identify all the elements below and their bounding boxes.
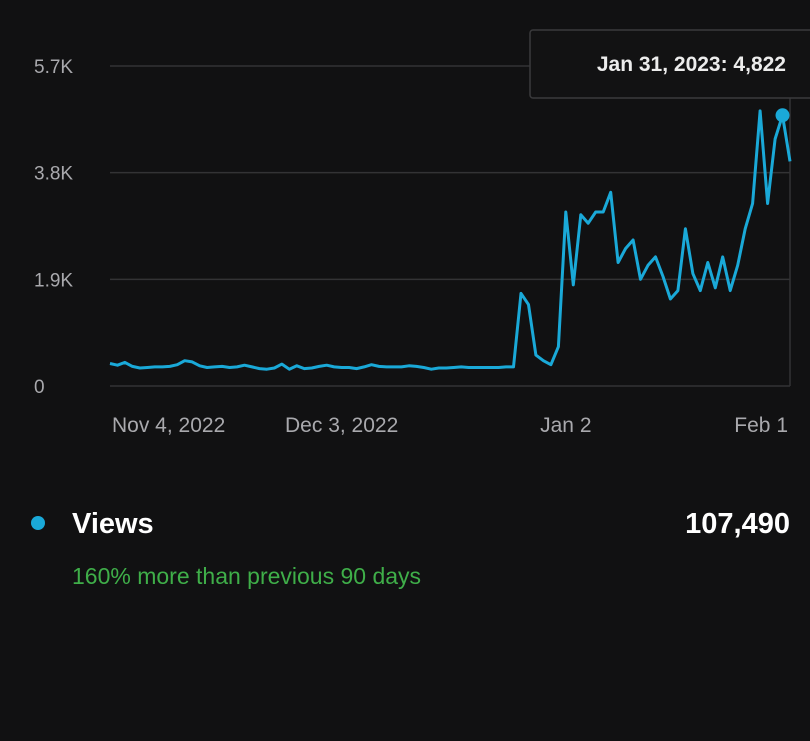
x-tick-label: Jan 2 — [540, 414, 591, 437]
y-tick-label: 3.8K — [34, 164, 73, 185]
tooltip-text: Jan 31, 2023: 4,822 — [597, 53, 786, 76]
comparison-text: 160% more than previous 90 days — [72, 563, 422, 589]
tooltip: Jan 31, 2023: 4,822 — [529, 29, 810, 99]
x-tick-label: Feb 1 — [734, 414, 788, 437]
y-tick-label: 0 — [34, 377, 45, 398]
x-tick-label: Nov 4, 2022 — [112, 414, 225, 437]
views-series-line — [109, 109, 792, 371]
y-tick-label: 5.7K — [34, 57, 73, 78]
tooltip-box — [529, 29, 810, 99]
x-tick-label: Dec 3, 2022 — [285, 414, 398, 437]
highlight-point[interactable] — [775, 108, 790, 123]
views-legend-dot-icon — [31, 516, 45, 530]
legend-label: Views — [72, 508, 154, 540]
y-tick-label: 1.9K — [34, 270, 73, 291]
views-line-chart: 0 1.9K 3.8K 5.7K Nov 4, 2022 Dec 3, 2022 Jan … — [34, 29, 810, 437]
views-total: 107,490 — [685, 508, 790, 540]
